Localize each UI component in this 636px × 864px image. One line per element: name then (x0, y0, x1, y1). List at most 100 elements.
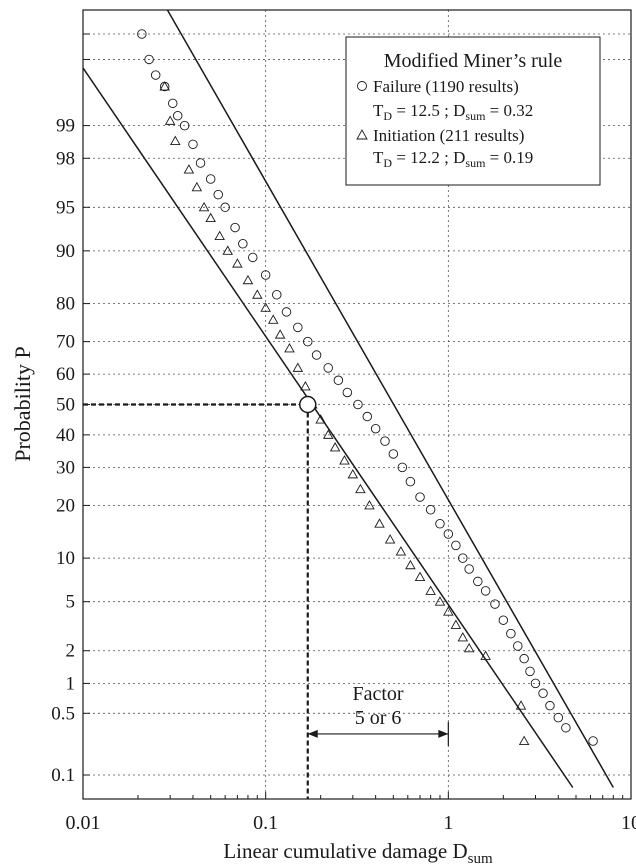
data-point-circle (405, 476, 416, 487)
data-point-triangle (414, 571, 426, 582)
data-point-triangle (164, 115, 176, 125)
data-point-triangle (443, 606, 454, 616)
data-point-circle (230, 222, 240, 233)
data-point-circle (490, 599, 500, 609)
data-point-circle (272, 290, 282, 300)
data-point-triangle (434, 596, 446, 606)
y-axis-label: Probability P (10, 346, 35, 462)
data-point-triangle (450, 619, 462, 629)
data-point-circle (195, 158, 206, 168)
data-point-circle (362, 411, 373, 422)
data-point-circle (545, 700, 555, 711)
data-point-circle (443, 529, 454, 539)
data-point-circle (323, 363, 333, 373)
data-point-circle (248, 252, 258, 263)
data-point-triangle (322, 429, 334, 439)
data-point-circle (303, 336, 313, 347)
data-point-triangle (205, 212, 216, 223)
y-tick-label: 90 (56, 241, 75, 262)
factor-label: Factor (353, 683, 404, 705)
factor-arrow-left (307, 729, 318, 738)
data-point-circle (553, 712, 564, 723)
data-point-triangle (457, 632, 469, 642)
factor-value-label: 5 or 6 (355, 707, 402, 729)
data-point-triangle (183, 164, 195, 174)
data-point-circle (311, 350, 322, 360)
data-point-circle (144, 54, 154, 65)
data-point-circle (220, 202, 230, 213)
data-point-circle (498, 615, 509, 625)
data-point-circle (370, 423, 381, 434)
x-tick-label: 1 (443, 812, 453, 834)
data-point-triangle (463, 642, 475, 653)
data-point-triangle (292, 362, 304, 372)
data-point-triangle (242, 274, 254, 285)
data-point-circle (425, 505, 436, 515)
data-point-triangle (260, 302, 271, 312)
data-point-triangle (267, 314, 279, 324)
data-point-circle (333, 375, 344, 386)
y-tick-label: 98 (56, 148, 75, 169)
fit-line-initiation (83, 67, 574, 788)
x-tick-label: 0.1 (253, 812, 278, 834)
y-tick-label: 30 (56, 457, 75, 478)
data-point-circle (213, 189, 223, 200)
data-point-circle (513, 641, 523, 651)
data-point-circle (415, 492, 425, 502)
data-point-circle (281, 307, 292, 317)
x-tick-label: 0.01 (66, 812, 101, 834)
data-point-circle (435, 518, 445, 529)
data-point-circle (137, 29, 147, 39)
factor-arrow-right (438, 729, 449, 738)
data-point-triangle (252, 289, 263, 299)
y-tick-label: 0.1 (51, 765, 75, 786)
data-point-circle (588, 736, 598, 746)
y-tick-label: 10 (56, 548, 75, 569)
data-point-triangle (198, 201, 210, 212)
y-tick-label: 5 (66, 592, 76, 613)
data-point-circle (561, 723, 571, 733)
data-point-circle (238, 239, 248, 249)
data-point-circle (525, 666, 535, 677)
axis-ticks: 0.01 0.1 1 10 0.1 0.5 1 2 5 10 20 30 40 50 60 70 80 90 95 9… (51, 33, 636, 834)
x-tick-label: 10 (621, 812, 636, 834)
data-point-triangle (384, 534, 396, 544)
data-point-triangle (191, 181, 203, 192)
data-point-triangle (355, 483, 366, 494)
y-tick-label: 20 (56, 495, 75, 516)
y-tick-label: 40 (56, 425, 75, 446)
data-point-triangle (274, 329, 286, 339)
y-tick-label: 80 (56, 294, 75, 315)
data-point-triangle (170, 135, 181, 146)
legend-triangle-marker (356, 129, 368, 140)
y-tick-label: 1 (66, 673, 76, 694)
y-tick-label: 50 (56, 395, 75, 416)
fit-lines (83, 10, 614, 788)
data-point-triangle (515, 700, 527, 710)
legend-box (345, 36, 601, 186)
data-point-circle (168, 98, 178, 109)
data-point-circle (150, 70, 161, 80)
data-point-triangle (374, 518, 385, 528)
data-point-circle (260, 270, 271, 280)
y-tick-label: 70 (56, 332, 75, 353)
y-tick-label: 2 (66, 641, 76, 662)
legend-initiation-label: Initiation (211 results) (373, 126, 524, 145)
data-point-circle (458, 553, 468, 563)
data-point-circle (519, 653, 529, 664)
legend-title: Modified Miner’s rule (384, 50, 563, 72)
data-point-circle (293, 322, 303, 333)
data-point-circle (397, 462, 408, 473)
series-failure (137, 29, 598, 746)
data-point-circle (388, 449, 399, 459)
data-point-triangle (364, 499, 375, 510)
data-point-circle (179, 120, 190, 131)
data-point-circle (342, 387, 353, 398)
data-point-triangle (518, 735, 530, 745)
data-point-triangle (395, 546, 407, 556)
data-point-triangle (329, 442, 341, 452)
data-point-triangle (315, 414, 326, 424)
y-tick-label: 60 (56, 364, 75, 385)
